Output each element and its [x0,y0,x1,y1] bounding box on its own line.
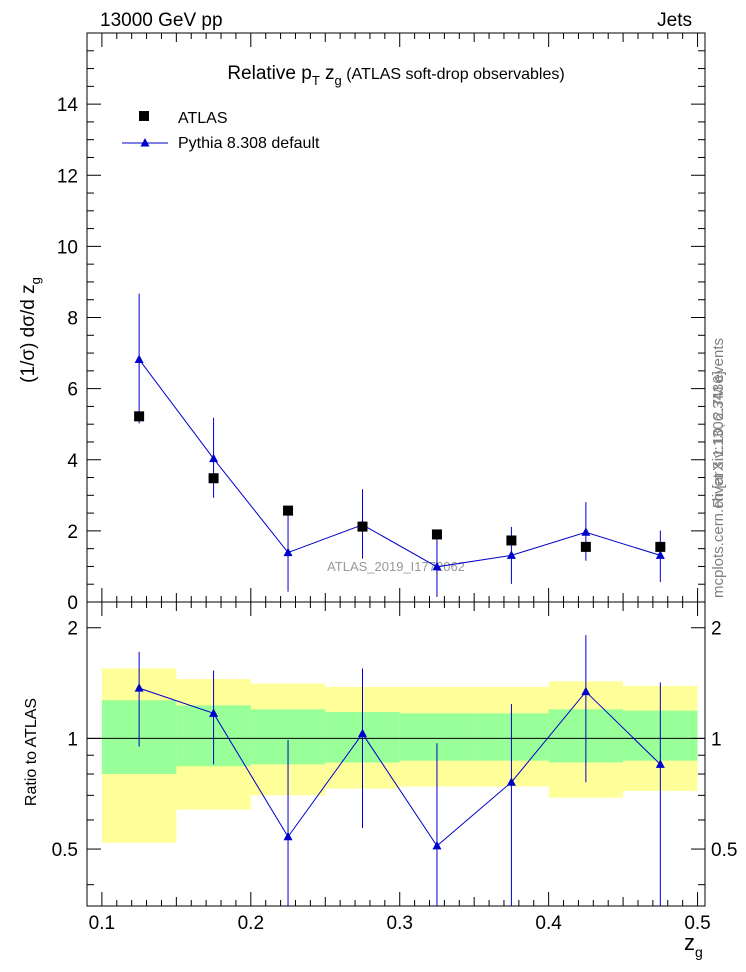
legend-atlas-label: ATLAS [178,110,228,127]
pythia-point [432,561,442,571]
atlas-point [208,473,219,484]
atlas-point [580,541,591,552]
ratio-pythia-point [357,728,367,738]
ratio-y-tick-label-right: 0.5 [711,840,737,861]
ratio-y-tick-label: 1 [67,729,78,750]
pythia-point [506,550,516,559]
process-label: Jets [657,10,692,31]
main-y-axis-label: (1/σ) dσ/d zg [18,277,43,383]
pythia-line [138,359,661,568]
ratio-panel-series [134,635,665,906]
atlas-point [283,505,294,516]
ratio-pythia-point [209,708,219,717]
rivet-version-label: Rivet 3.1.10, 2.7M events [710,338,727,508]
x-tick-label: 0.2 [238,913,264,934]
main-y-tick-label: 4 [67,451,78,472]
atlas-point [506,535,517,546]
main-panel-series [134,293,666,598]
x-tick-label: 0.1 [89,913,115,934]
legend-pythia-marker [140,138,150,147]
pythia-point [283,547,293,557]
x-tick-label: 0.4 [535,913,562,934]
x-tick-label: 0.5 [684,913,710,934]
main-y-tick-label: 8 [67,309,78,330]
ratio-y-tick-label-right: 1 [711,729,722,750]
legend-pythia-label: Pythia 8.308 default [178,135,320,152]
ratio-pythia-point [506,777,516,786]
ratio-frame [86,601,706,907]
atlas-point [655,541,666,552]
pythia-point [209,453,219,463]
x-axis-label: zg [684,930,703,960]
main-title: Relative pT zg (ATLAS soft-drop observab… [227,63,564,88]
ratio-y-tick-label: 0.5 [52,840,78,861]
ratio-pythia-point [283,831,293,841]
atlas-point [357,521,368,532]
main-y-tick-label: 6 [67,380,78,401]
atlas-point [431,529,442,540]
pythia-point [134,354,144,363]
ratio-pythia-point [655,759,665,768]
ratio-panel-axes: 0.1 0.2 0.3 0.4 0.5 0.5 0.5 1 1 2 2 [52,601,737,934]
ratio-pythia-line [138,687,661,847]
legend: ATLAS Pythia 8.308 default [122,110,320,152]
ratio-y-axis-label: Ratio to ATLAS [23,698,40,806]
main-y-tick-label: 0 [67,593,78,614]
x-tick-label: 0.3 [387,913,413,934]
energy-label: 13000 GeV pp [100,10,223,31]
analysis-watermark: ATLAS_2019_I1772062 [327,559,465,574]
main-panel-axes: 0 2 4 6 8 10 12 14 [57,32,706,614]
ratio-y-tick-label-right: 2 [711,619,722,640]
atlas-point [134,411,145,422]
main-y-tick-label: 2 [67,522,78,543]
ratio-pythia-point [134,683,144,692]
ratio-pythia-point [432,840,442,850]
ratio-uncertainty-bands [101,668,698,843]
ratio-pythia-point [581,686,591,696]
legend-atlas-marker [139,111,149,121]
main-y-tick-label: 10 [57,237,78,258]
pythia-point [581,527,591,536]
main-y-tick-label: 14 [57,95,79,116]
main-y-tick-label: 12 [57,166,78,187]
pythia-point [655,550,665,559]
mcplots-label: mcplots.cern.ch [arXiv:1306.3436] [710,371,727,598]
ratio-y-tick-label: 2 [67,619,78,640]
